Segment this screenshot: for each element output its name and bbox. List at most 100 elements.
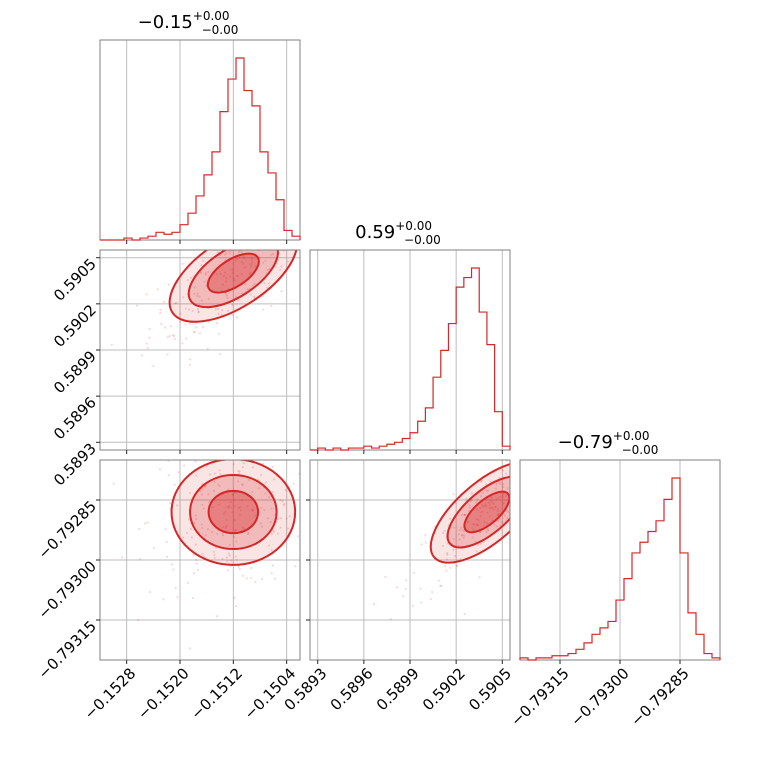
sample-point [466,520,469,523]
sample-point [307,215,309,217]
sample-point [231,271,235,274]
sample-point [224,510,227,513]
sample-point [272,243,274,245]
sample-point [226,309,230,312]
x-tick-label-2-2: −0.79285 [627,664,692,729]
sample-point [185,337,188,340]
sample-point [506,487,509,490]
sample-point [295,208,297,210]
sample-point [439,584,442,588]
sample-point [259,473,263,477]
sample-point [528,464,530,466]
sample-point [282,504,285,507]
sample-point [479,480,483,483]
sample-point [270,572,273,575]
sample-point [225,524,228,528]
sample-point [250,566,253,570]
sample-point [212,439,214,441]
sample-point [270,253,273,256]
sample-point [234,529,237,532]
sample-point [233,279,236,282]
sample-point [478,576,481,579]
sample-point [192,457,194,459]
sample-point [279,432,281,434]
sample-point [204,534,207,537]
sample-point [209,473,212,476]
sample-point [168,502,172,505]
sample-point [184,307,188,310]
sample-point [304,227,306,229]
sample-point [270,549,274,552]
sample-point [236,274,239,278]
sample-point [524,461,526,463]
sample-point [536,473,538,475]
sample-point [235,558,238,562]
contour-level-2 [463,490,510,534]
sample-point [548,436,550,438]
sample-point [175,301,178,305]
sample-point [420,601,423,604]
sample-point [268,213,270,215]
sample-point [253,295,256,298]
sample-point [179,312,182,315]
sample-point [489,500,492,503]
sample-point [223,253,226,256]
sample-point [202,325,205,329]
sample-point [485,505,488,508]
sample-point [504,472,508,475]
sample-point [420,543,423,546]
sample-point [294,565,297,568]
sample-point [267,245,269,247]
sample-point [327,222,329,224]
sample-point [261,261,265,264]
sample-point [195,326,198,329]
sample-point [472,523,475,526]
sample-point [522,507,524,509]
sample-point [437,579,440,582]
sample-point [215,615,219,618]
sample-point [159,308,162,311]
sample-point [234,528,237,532]
sample-point [485,489,488,492]
sample-point [246,288,249,291]
sample-point [285,246,287,248]
sample-point [305,260,307,262]
sample-point [217,307,220,311]
sample-point [460,534,464,537]
sample-point [210,531,214,534]
sample-point [174,302,177,305]
sample-point [171,334,174,337]
sample-point [239,219,241,221]
sample-point [148,590,151,594]
sample-point [294,191,296,193]
sample-point [505,509,509,512]
x-tick-label-2-1: −0.79300 [567,664,632,729]
sample-point [137,618,140,622]
sample-point [207,270,210,274]
sample-point [262,295,265,298]
sample-point [197,310,200,314]
sample-point [266,517,270,520]
sample-point [170,325,173,328]
sample-point [236,244,238,246]
sample-point [529,506,531,508]
sample-point [202,259,205,262]
sample-point [186,581,190,584]
sample-point [301,188,303,190]
sample-point [547,465,549,467]
sample-point [168,334,171,338]
sample-point [521,488,523,490]
sample-point [470,492,473,495]
sample-point [121,556,124,559]
sample-point [296,190,298,192]
sample-point [207,297,210,300]
sample-point [564,402,566,404]
sample-point [200,299,203,302]
sample-point [184,323,187,326]
sample-point [396,586,399,589]
sample-point [240,260,244,264]
sample-point [526,497,528,499]
sample-point [192,572,195,575]
sample-point [208,500,211,504]
sample-point [269,521,272,524]
